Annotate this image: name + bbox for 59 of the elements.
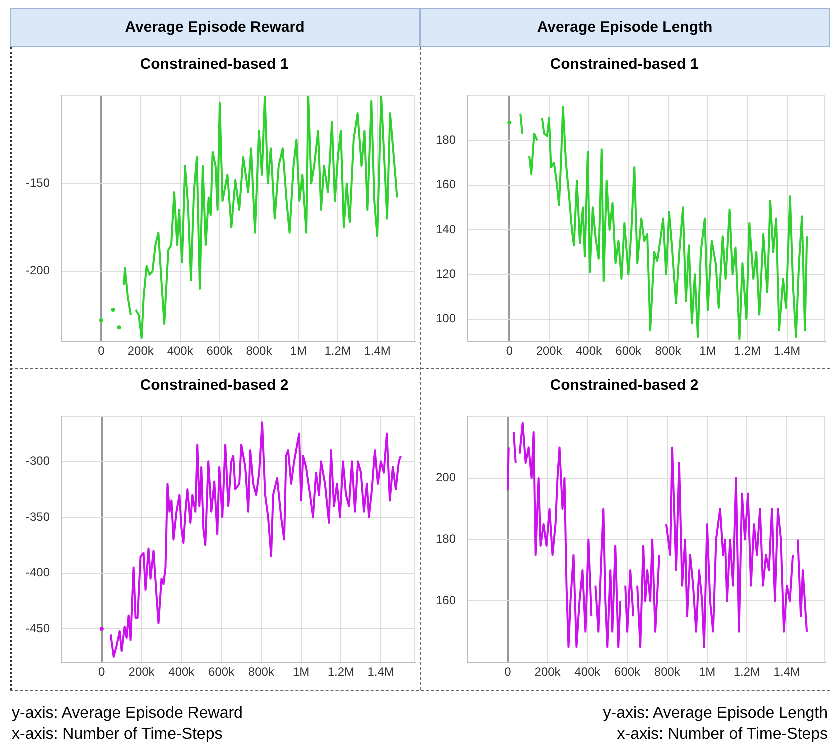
x-tick-label: 800k xyxy=(248,665,276,680)
x-tick-label: 400k xyxy=(167,344,194,358)
point xyxy=(117,326,122,330)
y-tick-label: -300 xyxy=(26,454,50,468)
text: Average Episode Reward xyxy=(10,8,420,47)
y-tick-label: 100 xyxy=(436,312,456,326)
y-tick-label: 200 xyxy=(436,470,456,485)
x-tick-label: 800k xyxy=(654,665,682,680)
x-tick-label: 0 xyxy=(98,665,106,680)
x-tick-label: 1.2M xyxy=(734,344,761,358)
x-tick-label: 0 xyxy=(506,344,514,358)
y-tick-label: 140 xyxy=(436,222,456,236)
x-tick-label: 1M xyxy=(699,665,716,680)
y-tick-label: -450 xyxy=(26,621,50,636)
text: x-axis: Number of Time-Steps xyxy=(617,725,828,745)
x-tick-label: 800k xyxy=(246,344,274,358)
point xyxy=(111,308,116,312)
x-tick-label: 400k xyxy=(576,344,604,358)
x-tick-label: 1.2M xyxy=(324,344,352,358)
x-tick-label: 1.4M xyxy=(368,665,394,680)
text: x-axis: Number of Time-Steps xyxy=(12,725,223,745)
x-tick-label: 1.2M xyxy=(734,665,761,680)
chart-title: Constrained-based 2 xyxy=(140,377,289,394)
x-tick-label: 1.2M xyxy=(328,665,355,680)
chart-title: Constrained-based 1 xyxy=(550,56,699,74)
y-tick-label: 160 xyxy=(436,178,456,192)
x-tick-label: 800k xyxy=(655,344,682,358)
text: y-axis: Average Episode Length xyxy=(603,704,828,724)
x-tick-label: 200k xyxy=(128,344,155,358)
y-tick-label: -350 xyxy=(26,510,50,524)
x-tick-label: 1M xyxy=(292,665,310,680)
x-tick-label: 600k xyxy=(208,665,236,680)
y-tick-label: 180 xyxy=(436,532,456,546)
chart-title: Constrained-based 1 xyxy=(140,56,289,74)
x-tick-label: 1.4M xyxy=(774,665,800,680)
chart-title: Constrained-based 2 xyxy=(550,377,699,394)
y-tick-label: -150 xyxy=(26,176,50,190)
y-tick-label: 160 xyxy=(436,594,456,608)
x-tick-label: 0 xyxy=(98,344,106,358)
x-tick-label: 200k xyxy=(536,344,564,358)
point xyxy=(99,318,104,323)
y-tick-label: 180 xyxy=(436,132,456,147)
x-tick-label: 1M xyxy=(290,344,307,358)
y-tick-label: -200 xyxy=(26,264,50,278)
x-tick-label: 600k xyxy=(614,665,642,680)
x-tick-label: 200k xyxy=(128,665,156,680)
x-tick-label: 600k xyxy=(616,344,643,358)
x-tick-label: 1M xyxy=(700,344,716,358)
x-tick-label: 400k xyxy=(574,665,602,680)
y-tick-label: -400 xyxy=(26,566,50,580)
x-tick-label: 400k xyxy=(168,665,196,680)
text: Average Episode Length xyxy=(420,8,830,47)
y-tick-label: 120 xyxy=(436,266,456,281)
x-tick-label: 200k xyxy=(534,665,562,680)
x-tick-label: 1.4M xyxy=(364,344,391,358)
x-tick-label: 1.4M xyxy=(774,344,801,358)
x-tick-label: 600k xyxy=(206,344,234,358)
text: y-axis: Average Episode Reward xyxy=(12,704,243,724)
x-tick-label: 0 xyxy=(504,665,512,680)
